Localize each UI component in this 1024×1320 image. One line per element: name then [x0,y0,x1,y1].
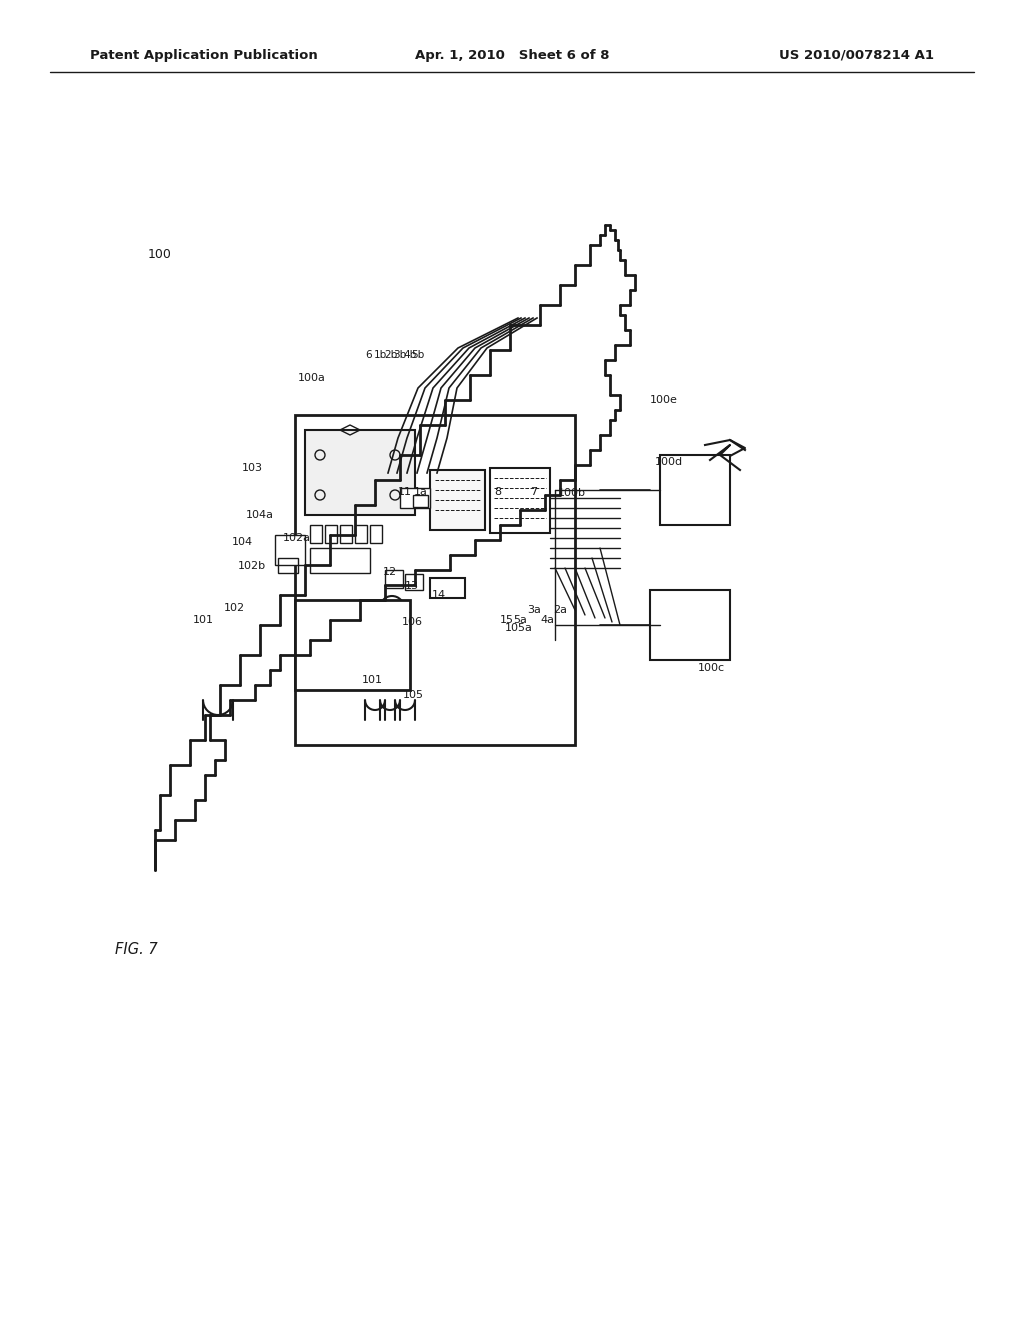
Text: 101: 101 [193,615,214,624]
Text: 8: 8 [494,487,501,498]
Text: 102b: 102b [238,561,266,572]
Bar [385,570,403,587]
Text: US 2010/0078214 A1: US 2010/0078214 A1 [779,49,934,62]
Bar [340,525,352,543]
Bar [430,578,465,598]
Text: 103: 103 [242,463,263,473]
Text: 101: 101 [362,675,383,685]
Text: 7: 7 [530,487,538,498]
Text: Apr. 1, 2010   Sheet 6 of 8: Apr. 1, 2010 Sheet 6 of 8 [415,49,609,62]
Text: 100c: 100c [698,663,725,673]
Bar [650,590,730,660]
Text: 5b: 5b [411,350,424,360]
Text: 100d: 100d [655,457,683,467]
Text: 104: 104 [232,537,253,546]
Text: 104a: 104a [246,510,274,520]
Text: Patent Application Publication: Patent Application Publication [90,49,317,62]
Text: 6: 6 [365,350,372,360]
Bar [325,525,337,543]
Bar [660,455,730,525]
Bar [310,525,322,543]
Text: 105a: 105a [505,623,532,634]
Text: 1a: 1a [414,487,428,498]
Text: 3a: 3a [527,605,541,615]
Bar [295,601,410,690]
Bar [275,535,305,565]
Text: 1b: 1b [374,350,387,360]
Text: 106: 106 [402,616,423,627]
Bar [406,574,423,590]
Text: 100e: 100e [650,395,678,405]
Text: 11: 11 [398,487,412,498]
Text: 105: 105 [403,690,424,700]
Text: 4a: 4a [540,615,554,624]
Text: 102a: 102a [283,533,311,543]
Text: 3b: 3b [393,350,407,360]
Text: 12: 12 [383,568,397,577]
Bar [355,525,367,543]
Text: 2b: 2b [384,350,397,360]
Bar [370,525,382,543]
Bar [430,470,485,531]
Text: 2a: 2a [553,605,567,615]
Bar [305,430,415,515]
Text: 4b: 4b [403,350,416,360]
Bar [413,495,428,507]
Text: 15: 15 [500,615,514,624]
Text: 5a: 5a [513,615,527,624]
Text: 100: 100 [148,248,172,261]
Bar [278,558,298,573]
Text: 13: 13 [406,581,419,591]
Bar [295,414,575,744]
Text: FIG. 7: FIG. 7 [115,942,158,957]
Bar [400,488,430,508]
Text: 14: 14 [432,590,446,601]
Bar [490,469,550,533]
Bar [310,548,370,573]
Text: 100b: 100b [558,488,586,498]
Text: 102: 102 [224,603,245,612]
Text: 100a: 100a [298,374,326,383]
